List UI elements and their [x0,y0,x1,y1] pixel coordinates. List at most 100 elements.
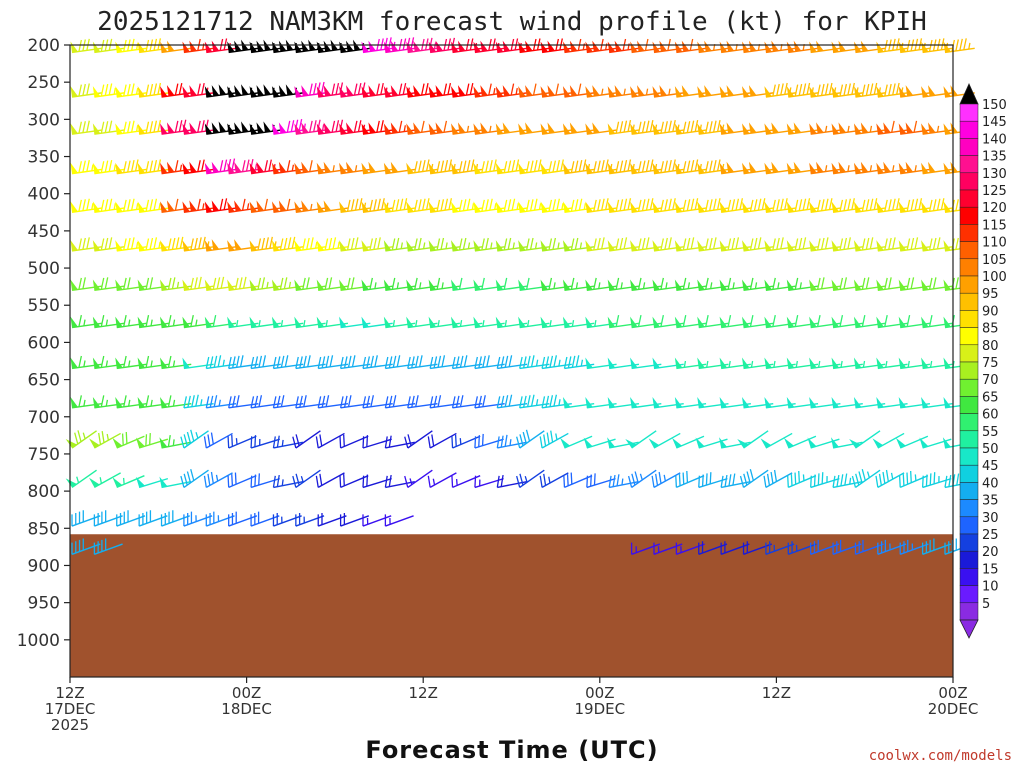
wind-barb [539,430,569,449]
wind-barb [474,355,505,370]
colorbar-label: 40 [982,476,999,491]
colorbar-label: 145 [982,115,1007,130]
wind-barb [583,437,616,449]
wind-barb [406,82,438,98]
colorbar-swatch [959,602,979,621]
colorbar-swatch [959,361,979,380]
colorbar-label: 50 [982,442,999,457]
wind-barb [407,395,438,409]
colorbar-swatch [959,103,979,122]
wind-barb [294,81,326,98]
colorbar-label: 70 [982,373,999,388]
wind-barb [739,469,769,488]
colorbar-swatch [959,533,979,552]
colorbar-swatch [959,516,979,535]
wind-barb [898,85,931,98]
wind-barb [183,394,214,409]
wind-barb [383,37,416,54]
y-tick-label: 800 [28,482,60,502]
colorbar-swatch [959,275,979,294]
wind-barb [719,198,751,213]
wind-barb [585,122,617,135]
y-tick-label: 700 [28,408,60,428]
y-axis: 200 250 300 350 400 450 500 550 600 650 700 750 800 8… [17,36,70,651]
colorbar-swatch [959,292,979,311]
x-tick-label: 12Z [409,684,438,702]
colorbar-label: 90 [982,304,999,319]
wind-barbs [65,37,975,555]
wind-barb [227,198,259,213]
wind-barb [921,538,952,555]
wind-barb [784,435,817,449]
wind-barb [203,432,233,449]
wind-barb [89,472,121,489]
y-tick-label: 350 [28,148,60,168]
x-tick-label: 12Z [55,684,84,702]
colorbar-label: 60 [982,408,999,423]
wind-barb [295,512,325,527]
wind-barb [427,432,457,449]
colorbar-swatch [959,258,979,277]
wind-barb [383,198,416,213]
colorbar-swatch [959,344,979,363]
wind-barb [404,430,433,449]
wind-barb [899,539,929,555]
wind-barb [362,514,392,527]
colorbar-label: 85 [982,322,999,337]
wind-barb [627,469,657,488]
colorbar-legend: 1501451401351301251201151101051009590858… [959,83,1007,639]
wind-barb [180,429,209,449]
colorbar-swatch [959,499,979,518]
colorbar-label: 65 [982,390,999,405]
wind-barb [112,475,145,489]
wind-barb [698,541,728,555]
wind-barb [876,161,908,175]
wind-barb [406,277,438,292]
wind-barb [630,85,662,98]
wind-barb [183,511,213,527]
x-tick-label: 00Z [232,684,261,702]
wind-barb [384,474,415,489]
terrain-fill [70,534,953,677]
wind-barb [765,541,795,555]
credit-text: coolwx.com/models [869,748,1012,764]
wind-barb [250,473,280,489]
wind-barb [872,432,905,449]
y-tick-label: 200 [28,36,60,56]
y-tick-label: 1000 [17,631,60,651]
colorbar-swatch [959,155,979,174]
wind-barb [428,159,460,175]
wind-barb [787,541,817,555]
colorbar-label: 115 [982,218,1007,233]
wind-barb [361,237,393,252]
y-tick-label: 650 [28,371,60,391]
wind-barb [563,472,593,489]
wind-barb [451,434,481,449]
wind-barb [383,82,416,98]
colorbar-swatch [959,189,979,208]
colorbar-swatch [959,568,979,586]
wind-barb [541,355,572,370]
wind-barb [65,469,97,488]
wind-barb [65,430,97,449]
wind-barb [271,119,306,135]
wind-barb [407,355,438,370]
wind-barb [384,395,416,409]
colorbar-swatch [959,585,979,604]
wind-barb [316,119,349,135]
wind-barb [763,469,793,489]
wind-barb [496,394,528,409]
wind-barb [93,510,123,527]
wind-barb [428,198,460,213]
chart-title: 2025121712 NAM3KM forecast wind profile … [97,7,927,37]
wind-barb [317,355,349,370]
y-tick-label: 450 [28,222,60,242]
y-tick-label: 600 [28,333,60,353]
colorbar-label: 120 [982,201,1007,216]
wind-barb [70,159,102,175]
wind-barb [607,159,640,175]
wind-barb [695,437,728,449]
x-tick-label: 00Z [585,684,614,702]
colorbar-label: 75 [982,356,999,371]
wind-barb [853,40,886,54]
